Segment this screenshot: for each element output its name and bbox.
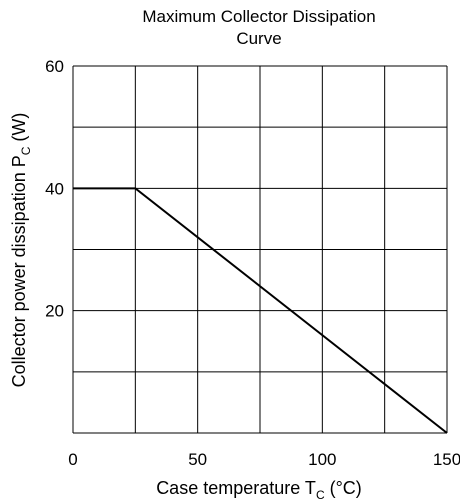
y-axis-label-main: Collector power dissipation P	[9, 155, 29, 387]
x-tick-label: 0	[68, 450, 77, 469]
x-axis-label-unit: (°C)	[325, 478, 362, 498]
chart-title-line1: Maximum Collector Dissipation	[142, 7, 376, 26]
x-tick-label: 100	[308, 450, 336, 469]
y-axis-label-subscript: C	[19, 146, 33, 155]
y-axis-label: Collector power dissipation PC (W)	[9, 113, 33, 388]
x-axis-label-main: Case temperature T	[156, 478, 316, 498]
series-line-0	[73, 187, 448, 434]
grid	[72, 65, 448, 434]
tick-labels: 0 50 100 150 20 40 60	[45, 57, 460, 469]
chart-title-line2: Curve	[236, 29, 282, 48]
y-axis-label-unit: (W)	[9, 113, 29, 147]
x-axis-label-subscript: C	[316, 488, 325, 502]
series-layer	[73, 187, 448, 434]
x-tick-label: 150	[433, 450, 460, 469]
x-tick-label: 50	[188, 450, 207, 469]
y-tick-label: 20	[45, 302, 64, 321]
y-tick-label: 40	[45, 179, 64, 198]
y-tick-label: 60	[45, 57, 64, 76]
x-axis-label: Case temperature TC (°C)	[156, 478, 362, 502]
